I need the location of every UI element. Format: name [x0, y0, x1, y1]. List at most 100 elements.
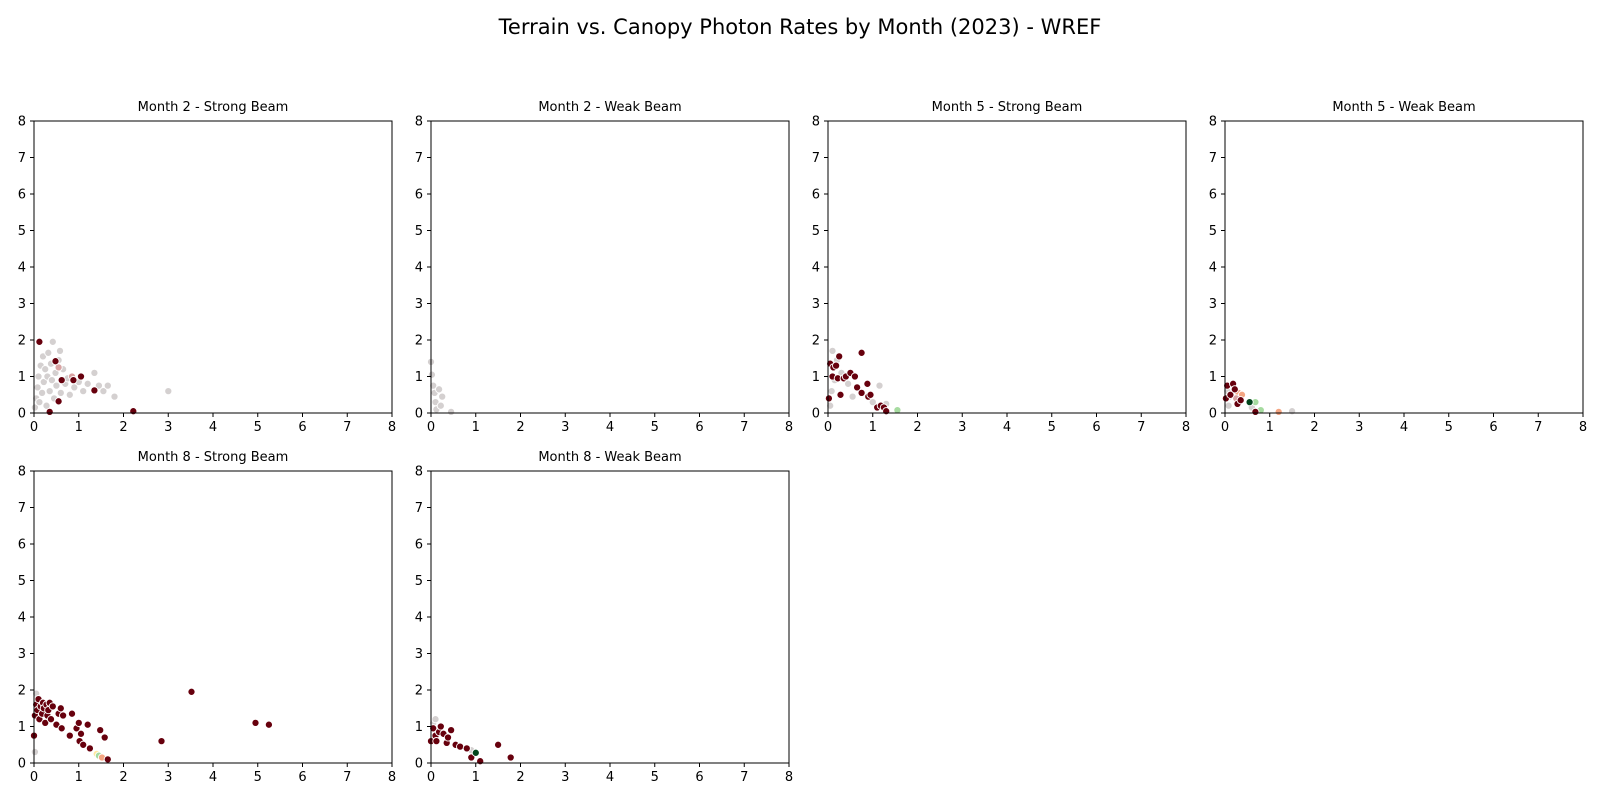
y-tick-label: 3 — [18, 647, 26, 662]
x-tick-label: 0 — [1221, 420, 1229, 435]
data-point — [857, 388, 866, 397]
subplot-title: Month 8 - Weak Beam — [538, 450, 681, 465]
subplot-title: Month 2 - Weak Beam — [538, 100, 681, 115]
data-point — [129, 407, 138, 416]
y-tick-label: 5 — [1209, 224, 1217, 239]
y-tick-label: 2 — [812, 334, 820, 349]
data-point — [1224, 401, 1233, 410]
y-tick-label: 7 — [415, 151, 423, 166]
y-tick-label: 6 — [812, 188, 820, 203]
data-point — [164, 387, 173, 396]
data-point — [1226, 390, 1235, 399]
data-point — [38, 388, 47, 397]
data-point — [827, 387, 836, 396]
data-point — [438, 392, 447, 401]
data-point — [431, 715, 440, 724]
y-tick-label: 2 — [415, 684, 423, 699]
subplot-1: Month 2 - Strong Beam 0 1 2 3 4 5 6 7 8 0 1 2 3 4 5 6 7 8 — [18, 100, 396, 435]
data-point — [832, 361, 841, 370]
data-point — [853, 383, 862, 392]
x-tick-label: 4 — [1400, 420, 1408, 435]
data-point — [83, 720, 92, 729]
subplot-title: Month 8 - Strong Beam — [138, 450, 289, 465]
data-point — [100, 733, 109, 742]
x-tick-label: 1 — [75, 770, 83, 785]
data-point — [90, 386, 99, 395]
x-tick-label: 3 — [164, 420, 172, 435]
x-tick-label: 0 — [427, 770, 435, 785]
data-point — [436, 722, 445, 731]
x-tick-label: 4 — [606, 420, 614, 435]
data-point — [65, 390, 74, 399]
data-point — [1251, 407, 1260, 416]
y-tick-label: 8 — [415, 115, 423, 130]
x-tick-label: 5 — [651, 420, 659, 435]
subplot-title: Month 2 - Strong Beam — [138, 100, 289, 115]
axes-frame — [33, 470, 393, 764]
y-tick-label: 1 — [18, 720, 26, 735]
data-point — [85, 744, 94, 753]
y-tick-label: 0 — [18, 407, 26, 422]
x-tick-label: 5 — [1048, 420, 1056, 435]
y-tick-label: 2 — [415, 334, 423, 349]
data-point — [836, 390, 845, 399]
y-tick-label: 4 — [18, 611, 26, 626]
data-point — [456, 742, 465, 751]
data-point — [54, 397, 63, 406]
subplot-title: Month 5 - Strong Beam — [932, 100, 1083, 115]
x-tick-label: 2 — [119, 420, 127, 435]
y-tick-label: 2 — [18, 334, 26, 349]
y-tick-label: 7 — [812, 151, 820, 166]
y-tick-label: 6 — [415, 188, 423, 203]
points-group — [426, 715, 515, 766]
y-tick-label: 0 — [1209, 407, 1217, 422]
y-tick-label: 4 — [415, 261, 423, 276]
x-tick-label: 5 — [651, 770, 659, 785]
x-tick-label: 8 — [388, 420, 396, 435]
subplot-5: Month 8 - Strong Beam 0 1 2 3 4 5 6 7 8 0 1 2 3 4 5 6 7 8 — [18, 450, 396, 785]
y-tick-label: 3 — [415, 647, 423, 662]
data-point — [1236, 396, 1245, 405]
data-point — [863, 379, 872, 388]
data-point — [52, 381, 61, 390]
y-tick-label: 8 — [415, 465, 423, 480]
y-tick-label: 5 — [415, 224, 423, 239]
axes-frame — [827, 120, 1187, 414]
data-point — [67, 709, 77, 718]
x-tick-label: 8 — [785, 770, 793, 785]
x-tick-label: 2 — [516, 770, 524, 785]
x-tick-label: 1 — [75, 420, 83, 435]
x-tick-label: 0 — [427, 420, 435, 435]
axes-frame — [430, 470, 790, 764]
y-tick-label: 6 — [415, 538, 423, 553]
subplot-2: Month 2 - Weak Beam 0 1 2 3 4 5 6 7 8 0 1 2 3 4 5 6 7 8 — [415, 100, 793, 435]
y-tick-label: 6 — [18, 188, 26, 203]
x-tick-label: 6 — [695, 770, 703, 785]
data-point — [857, 348, 866, 357]
data-point — [41, 365, 50, 374]
data-point — [57, 724, 66, 733]
y-tick-label: 0 — [812, 407, 820, 422]
data-point — [264, 720, 273, 729]
x-tick-label: 1 — [472, 420, 480, 435]
x-tick-label: 0 — [30, 770, 38, 785]
data-point — [45, 407, 54, 416]
x-tick-label: 4 — [1003, 420, 1011, 435]
x-tick-label: 8 — [785, 420, 793, 435]
x-tick-label: 7 — [343, 770, 351, 785]
x-tick-label: 6 — [298, 420, 306, 435]
y-tick-label: 8 — [812, 115, 820, 130]
x-tick-label: 8 — [388, 770, 396, 785]
subplot-3: Month 5 - Strong Beam 0 1 2 3 4 5 6 7 8 0 1 2 3 4 5 6 7 8 — [812, 100, 1190, 435]
y-tick-label: 0 — [415, 757, 423, 772]
data-point — [48, 337, 57, 346]
x-tick-label: 1 — [869, 420, 877, 435]
axes-frame — [1224, 120, 1584, 414]
y-tick-label: 6 — [18, 538, 26, 553]
data-point — [506, 753, 515, 762]
data-point — [157, 737, 166, 746]
x-tick-label: 3 — [1355, 420, 1363, 435]
x-tick-label: 5 — [254, 420, 262, 435]
x-tick-label: 7 — [343, 420, 351, 435]
y-tick-label: 0 — [18, 757, 26, 772]
